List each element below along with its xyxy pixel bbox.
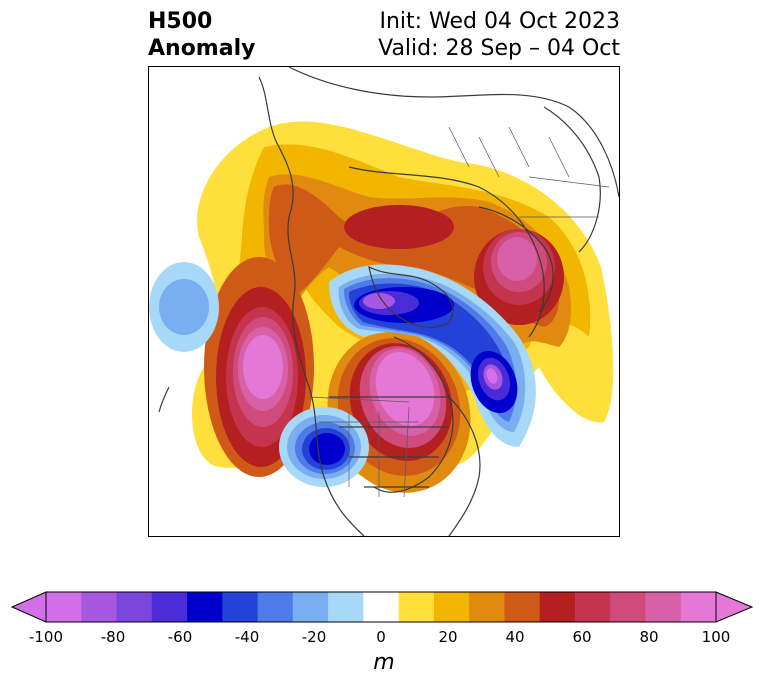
init-time: Init: Wed 04 Oct 2023: [379, 9, 620, 34]
colorbar-extend-low: [10, 591, 47, 623]
colorbar-cell: [257, 592, 294, 622]
central-ridge-100: [375, 352, 435, 426]
colorbar-tick-label: -100: [28, 628, 64, 646]
anomaly-map: [148, 66, 620, 537]
field-type: Anomaly: [148, 36, 256, 61]
colorbar-cell: [645, 592, 682, 622]
title-right: Init: Wed 04 Oct 2023 Valid: 28 Sep – 04…: [378, 8, 620, 62]
political-borders: [308, 126, 610, 498]
colorbar-cell: [504, 592, 541, 622]
coastlines: [158, 67, 619, 536]
colorbar-unit: m: [373, 650, 395, 675]
colorbar-tick-label: 0: [376, 628, 386, 646]
colorbar-tick-label: 100: [701, 628, 731, 646]
colorbar-tick-label: -20: [301, 628, 327, 646]
colorbar-tick-label: 80: [639, 628, 659, 646]
colorbar-cell: [151, 592, 188, 622]
colorbar-frame: [45, 591, 717, 623]
colorbar-cell: [469, 592, 505, 622]
colorbar-cells: [46, 592, 717, 622]
colorbar-tick-label: 60: [572, 628, 592, 646]
colorbar-cell: [539, 592, 576, 622]
colorbar-tick-label: -40: [234, 628, 260, 646]
colorbar-cell: [680, 592, 717, 622]
colorbar-tick-label: -60: [167, 628, 193, 646]
colorbar-cell: [398, 592, 435, 622]
colorbar-cell: [46, 592, 82, 622]
anomaly-core-pos-60-a: [344, 205, 454, 249]
colorbar-tick-label: 40: [505, 628, 525, 646]
arctic-trough-80: [363, 293, 395, 309]
colorbar-cell: [187, 592, 223, 622]
colorbar-cell: [610, 592, 646, 622]
colorbar-cell: [574, 592, 611, 622]
title-left: H500 Anomaly: [148, 8, 255, 62]
colorbar-cell: [81, 592, 118, 622]
west-ridge-100: [243, 335, 283, 399]
pacific-low-30: [159, 279, 209, 335]
colorbar-cell: [433, 592, 470, 622]
colorbar-cell: [328, 592, 364, 622]
colorbar-cell: [363, 592, 400, 622]
sw-low-60: [309, 433, 345, 465]
colorbar-extend-high: [715, 591, 754, 623]
anomaly-core-pos-90: [497, 237, 537, 281]
colorbar: [10, 591, 754, 623]
colorbar-tick-label: 20: [438, 628, 458, 646]
labrador-low-100: [486, 368, 498, 384]
colorbar-cell: [292, 592, 329, 622]
colorbar-cell: [116, 592, 153, 622]
field-name: H500: [148, 9, 213, 34]
colorbar-tick-label: -80: [100, 628, 126, 646]
colorbar-cell: [222, 592, 259, 622]
valid-period: Valid: 28 Sep – 04 Oct: [378, 36, 620, 61]
map-canvas: [149, 67, 619, 536]
